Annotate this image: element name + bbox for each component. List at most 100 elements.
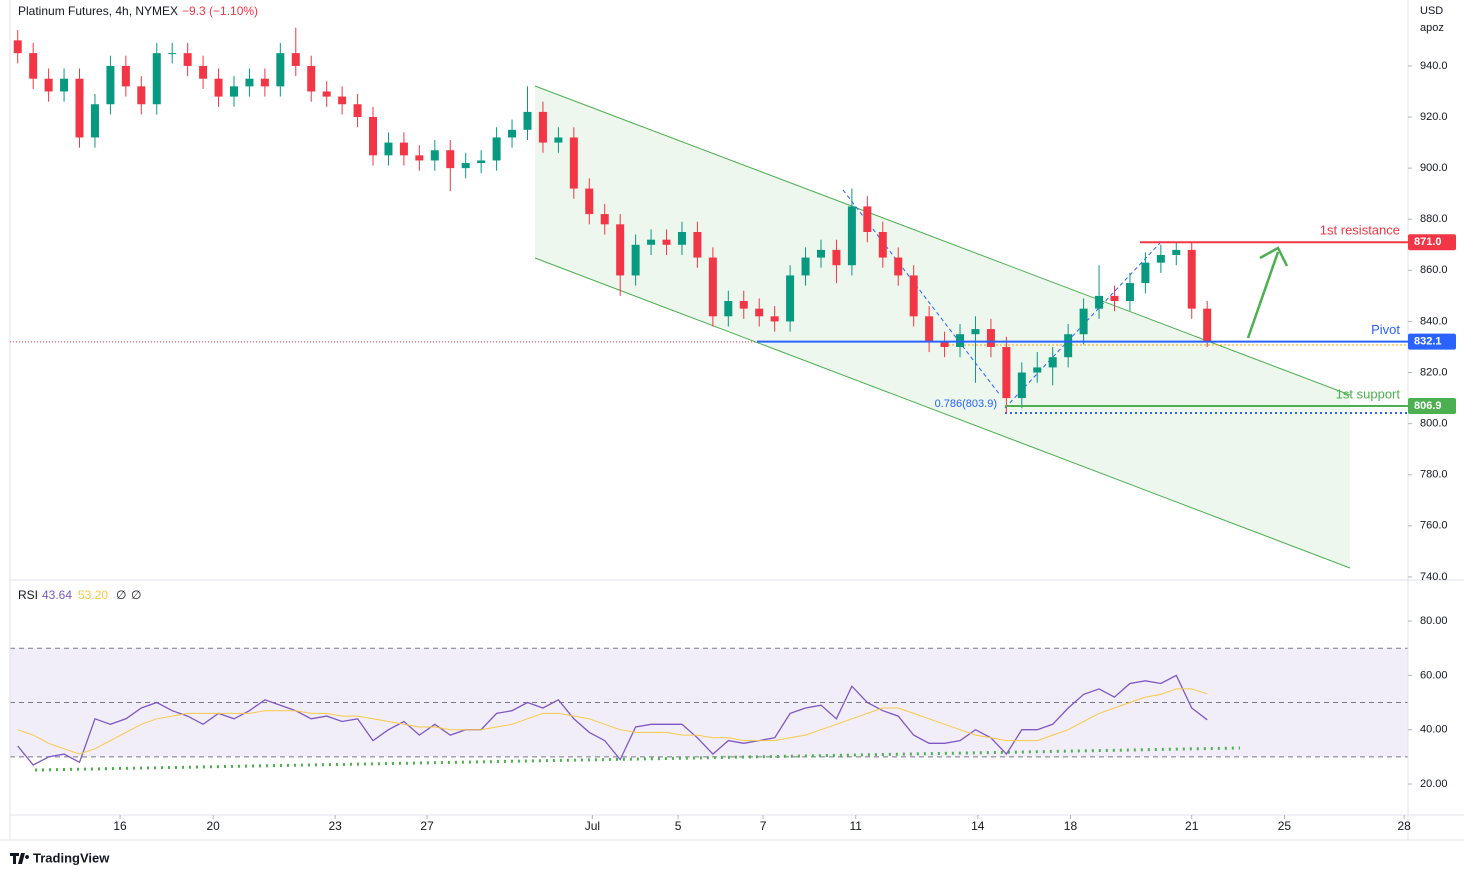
x-tick-label: 18 bbox=[1064, 819, 1078, 833]
level-name: 1st resistance bbox=[1320, 223, 1400, 238]
candle-body bbox=[847, 206, 856, 266]
candle-body bbox=[199, 65, 208, 79]
candle-body bbox=[569, 137, 578, 189]
price-tag bbox=[1408, 234, 1456, 251]
candle-body bbox=[585, 188, 594, 215]
y-tick-label: 760.0 bbox=[1420, 520, 1448, 532]
candle-body bbox=[183, 53, 192, 66]
x-tick-label: 11 bbox=[850, 819, 863, 833]
x-tick-label: Jul bbox=[585, 819, 600, 833]
candle-body bbox=[909, 275, 918, 317]
candle-body bbox=[1048, 357, 1057, 368]
candle-body bbox=[322, 91, 331, 97]
level-name: Pivot bbox=[1371, 322, 1400, 337]
candle-body bbox=[1203, 308, 1212, 342]
candle-body bbox=[1017, 372, 1026, 399]
candle-body bbox=[739, 300, 748, 309]
candle-body bbox=[863, 206, 872, 232]
price-tag bbox=[1408, 398, 1456, 414]
candle-body bbox=[986, 329, 995, 347]
candle-body bbox=[801, 257, 810, 276]
y-tick-label: 840.0 bbox=[1420, 315, 1448, 327]
y-tick-label: 740.0 bbox=[1420, 571, 1448, 583]
y-tick-label: 780.0 bbox=[1420, 469, 1448, 481]
candle-body bbox=[152, 53, 161, 105]
candle-body bbox=[461, 163, 470, 169]
price-tag-label: 871.0 bbox=[1414, 236, 1442, 248]
y-tick-label: 40.00 bbox=[1420, 724, 1448, 736]
rsi-background bbox=[10, 647, 1408, 758]
candle-body bbox=[1141, 262, 1150, 284]
price-tag-label: 832.1 bbox=[1414, 336, 1442, 348]
candle-body bbox=[554, 137, 563, 143]
price-tag-label: 806.9 bbox=[1414, 400, 1442, 412]
candle-body bbox=[307, 65, 316, 92]
candle-body bbox=[708, 257, 717, 317]
candle-body bbox=[1110, 295, 1119, 301]
candle-body bbox=[816, 249, 825, 258]
candle-body bbox=[1125, 283, 1134, 301]
candle-body bbox=[832, 249, 841, 266]
symbol-title: Platinum Futures, 4h, NYMEX bbox=[18, 4, 178, 18]
brand-name: TradingView bbox=[33, 850, 110, 865]
level-name: 1st support bbox=[1336, 386, 1401, 401]
candle-body bbox=[353, 104, 362, 118]
candle-body bbox=[477, 160, 486, 164]
candle-body bbox=[755, 308, 764, 317]
candle-body bbox=[29, 53, 38, 79]
candle-body bbox=[925, 316, 934, 342]
candle-body bbox=[1079, 308, 1088, 335]
arrow bbox=[1246, 251, 1280, 339]
rsi-param: ∅ bbox=[116, 588, 126, 602]
candle-body bbox=[971, 329, 980, 335]
channel-upper bbox=[534, 85, 1351, 396]
candle-body bbox=[523, 111, 532, 130]
candle-body bbox=[399, 142, 408, 156]
change-label: −9.3 (−1.10%) bbox=[182, 4, 258, 18]
candle-body bbox=[631, 244, 640, 276]
candle-body bbox=[878, 232, 887, 258]
candle-body bbox=[1095, 295, 1104, 309]
candle-body bbox=[13, 40, 22, 54]
candle-body bbox=[291, 53, 300, 66]
candle-body bbox=[940, 341, 949, 347]
candle-body bbox=[693, 232, 702, 258]
candle-body bbox=[662, 239, 671, 245]
candle-body bbox=[260, 78, 269, 87]
candle-body bbox=[44, 78, 53, 92]
x-tick-label: 25 bbox=[1278, 819, 1292, 833]
rsi-ma-value: 53.20 bbox=[78, 588, 108, 602]
rsi-line bbox=[17, 674, 1208, 766]
candle-body bbox=[647, 239, 656, 245]
channel-lower bbox=[534, 257, 1351, 569]
x-tick-label: 20 bbox=[206, 819, 220, 833]
y-tick-label: 860.0 bbox=[1420, 264, 1448, 276]
candle-body bbox=[1033, 367, 1042, 373]
channel-fill bbox=[535, 86, 1350, 568]
candle-body bbox=[90, 104, 99, 138]
rsi-title: RSI bbox=[18, 588, 38, 602]
arrow-head bbox=[1259, 246, 1289, 267]
candle-body bbox=[415, 155, 424, 161]
price-tag bbox=[1408, 333, 1456, 350]
candle-body bbox=[229, 86, 238, 97]
rsi-ma-line bbox=[17, 688, 1208, 755]
y-tick-label: 820.0 bbox=[1420, 366, 1448, 378]
candle-body bbox=[1187, 249, 1196, 309]
x-tick-label: 14 bbox=[971, 819, 985, 833]
candle-body bbox=[786, 275, 795, 322]
candle-body bbox=[508, 129, 517, 138]
candle-body bbox=[1064, 334, 1073, 358]
candle-body bbox=[1156, 254, 1165, 263]
candle-body bbox=[214, 78, 223, 97]
candle-body bbox=[1172, 249, 1181, 255]
rsi-value: 43.64 bbox=[42, 588, 72, 602]
candle-body bbox=[168, 53, 177, 55]
candle-body bbox=[384, 142, 393, 156]
candle-body bbox=[770, 316, 779, 322]
candle-body bbox=[956, 334, 965, 347]
x-tick-label: 28 bbox=[1397, 819, 1411, 833]
candle-body bbox=[492, 137, 501, 161]
candle-body bbox=[894, 257, 903, 276]
